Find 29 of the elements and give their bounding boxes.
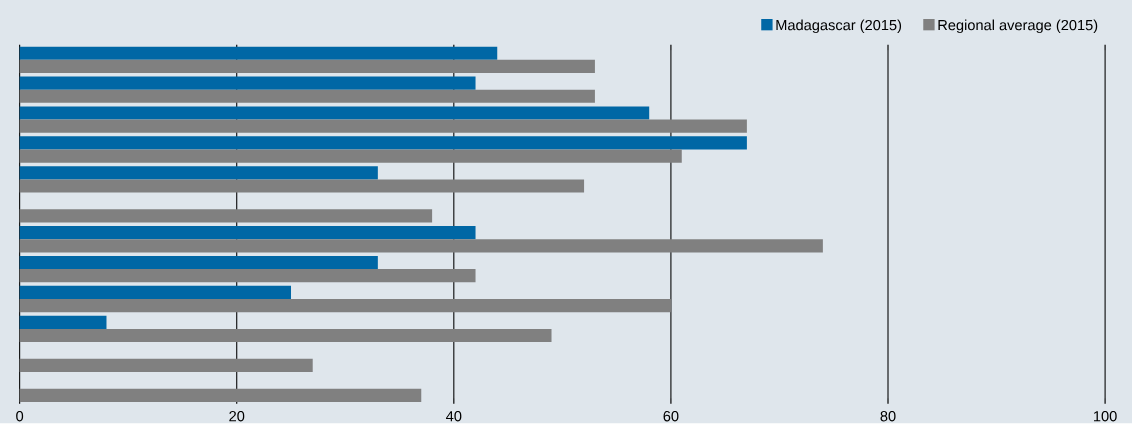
bar [19, 59, 595, 74]
bar [19, 106, 650, 120]
bar [19, 119, 747, 133]
bar [19, 359, 313, 373]
bar [19, 166, 378, 180]
x-tick-label: 0 [16, 411, 24, 422]
x-tick-label: 60 [663, 411, 679, 422]
bar [19, 315, 107, 330]
bar [19, 226, 476, 240]
bar [19, 388, 422, 403]
legend-label: Madagascar (2015) [776, 19, 902, 34]
x-tick-label: 80 [880, 411, 896, 422]
x-tick-label: 40 [446, 411, 462, 422]
bar [19, 89, 595, 104]
bar [19, 269, 476, 283]
bar [19, 209, 433, 223]
legend-label: Regional average (2015) [938, 19, 1098, 34]
bar [19, 329, 552, 343]
bar [19, 256, 378, 270]
bar [19, 299, 671, 313]
x-tick-label: 20 [229, 411, 245, 422]
bar [19, 149, 682, 163]
bar [19, 76, 476, 90]
bar [19, 286, 291, 300]
bar [19, 136, 747, 150]
bar [19, 239, 823, 253]
bar [19, 46, 498, 60]
bar [19, 179, 585, 193]
x-tick-label: 100 [1094, 411, 1117, 422]
